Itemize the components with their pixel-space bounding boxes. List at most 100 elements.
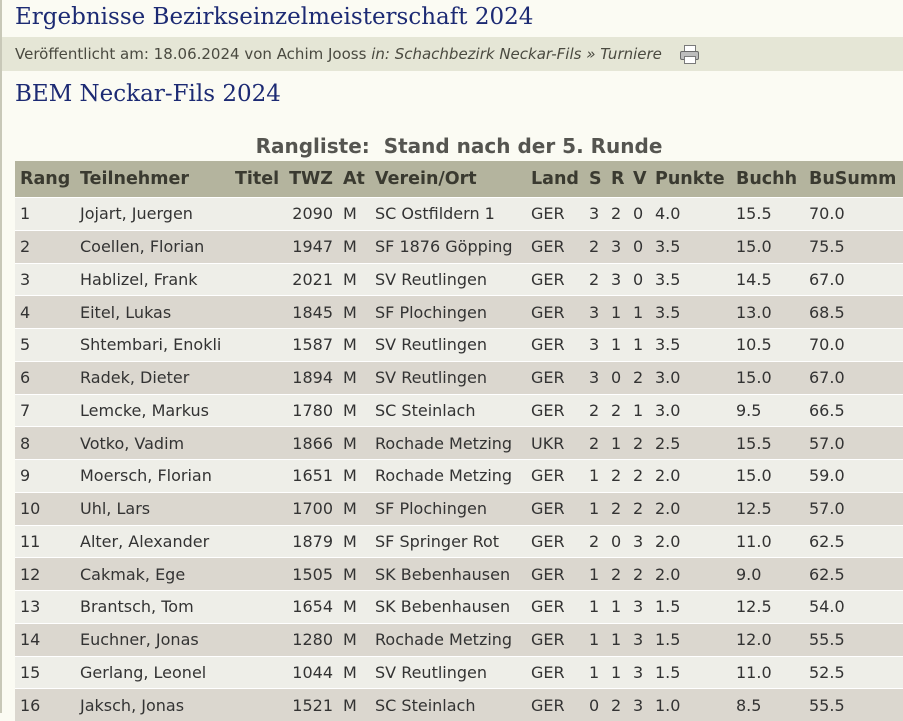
cell-wins: 3 bbox=[584, 329, 606, 362]
cell-title bbox=[230, 427, 283, 460]
cell-losses: 3 bbox=[628, 656, 650, 689]
cell-twz: 1651 bbox=[283, 460, 338, 493]
cell-buchholz: 11.0 bbox=[731, 525, 804, 558]
cell-title bbox=[230, 296, 283, 329]
cell-club: SF Springer Rot bbox=[370, 525, 526, 558]
cell-buchholz: 15.0 bbox=[731, 230, 804, 263]
published-label: Veröffentlicht am: bbox=[15, 45, 149, 63]
cell-club: SF 1876 Göpping bbox=[370, 230, 526, 263]
cell-participant: Alter, Alexander bbox=[75, 525, 230, 558]
cell-age: M bbox=[338, 427, 370, 460]
cell-club: SC Ostfildern 1 bbox=[370, 198, 526, 231]
cell-points: 2.0 bbox=[650, 558, 731, 591]
cell-wins: 1 bbox=[584, 558, 606, 591]
cell-title bbox=[230, 460, 283, 493]
cell-participant: Votko, Vadim bbox=[75, 427, 230, 460]
cell-draws: 3 bbox=[606, 230, 628, 263]
column-header-rank: Rang bbox=[15, 161, 75, 198]
printer-icon[interactable] bbox=[679, 45, 699, 63]
cell-age: M bbox=[338, 460, 370, 493]
cell-country: GER bbox=[526, 394, 584, 427]
cell-buchholz-sum: 54.0 bbox=[804, 591, 903, 624]
column-header-draws: R bbox=[606, 161, 628, 198]
column-header-country: Land bbox=[526, 161, 584, 198]
cell-participant: Radek, Dieter bbox=[75, 361, 230, 394]
cell-buchholz-sum: 55.5 bbox=[804, 689, 903, 721]
cell-rank: 10 bbox=[15, 492, 75, 525]
cell-country: GER bbox=[526, 656, 584, 689]
table-caption: Rangliste: Stand nach der 5. Runde bbox=[15, 132, 903, 160]
cell-country: GER bbox=[526, 492, 584, 525]
cell-club: SV Reutlingen bbox=[370, 361, 526, 394]
cell-twz: 1700 bbox=[283, 492, 338, 525]
cell-age: M bbox=[338, 329, 370, 362]
cell-participant: Brantsch, Tom bbox=[75, 591, 230, 624]
cell-draws: 1 bbox=[606, 329, 628, 362]
cell-club: SF Plochingen bbox=[370, 492, 526, 525]
cell-buchholz: 15.0 bbox=[731, 361, 804, 394]
cell-club: SC Steinlach bbox=[370, 689, 526, 721]
cell-participant: Hablizel, Frank bbox=[75, 263, 230, 296]
cell-title bbox=[230, 591, 283, 624]
cell-wins: 1 bbox=[584, 460, 606, 493]
cell-rank: 14 bbox=[15, 623, 75, 656]
cell-twz: 1894 bbox=[283, 361, 338, 394]
cell-wins: 2 bbox=[584, 525, 606, 558]
cell-country: GER bbox=[526, 230, 584, 263]
cell-twz: 1521 bbox=[283, 689, 338, 721]
cell-rank: 1 bbox=[15, 198, 75, 231]
column-header-buchholz-sum: BuSumm bbox=[804, 161, 903, 198]
column-header-buchholz: Buchh bbox=[731, 161, 804, 198]
cell-buchholz-sum: 67.0 bbox=[804, 263, 903, 296]
cell-country: GER bbox=[526, 591, 584, 624]
cell-age: M bbox=[338, 492, 370, 525]
cell-rank: 4 bbox=[15, 296, 75, 329]
cell-club: SC Steinlach bbox=[370, 394, 526, 427]
cell-wins: 2 bbox=[584, 263, 606, 296]
cell-buchholz-sum: 68.5 bbox=[804, 296, 903, 329]
page-left-border bbox=[0, 0, 2, 713]
cell-points: 3.5 bbox=[650, 296, 731, 329]
cell-losses: 2 bbox=[628, 492, 650, 525]
cell-rank: 9 bbox=[15, 460, 75, 493]
cell-buchholz: 10.5 bbox=[731, 329, 804, 362]
cell-rank: 5 bbox=[15, 329, 75, 362]
cell-wins: 1 bbox=[584, 656, 606, 689]
cell-buchholz: 12.0 bbox=[731, 623, 804, 656]
cell-wins: 3 bbox=[584, 198, 606, 231]
cell-wins: 0 bbox=[584, 689, 606, 721]
cell-participant: Euchner, Jonas bbox=[75, 623, 230, 656]
cell-title bbox=[230, 623, 283, 656]
cell-club: Rochade Metzing bbox=[370, 427, 526, 460]
cell-draws: 1 bbox=[606, 623, 628, 656]
breadcrumb-separator: » bbox=[586, 45, 595, 63]
cell-buchholz: 15.5 bbox=[731, 427, 804, 460]
cell-twz: 1280 bbox=[283, 623, 338, 656]
cell-losses: 1 bbox=[628, 296, 650, 329]
cell-buchholz-sum: 70.0 bbox=[804, 329, 903, 362]
category-link[interactable]: Schachbezirk Neckar-Fils bbox=[395, 45, 582, 63]
cell-rank: 13 bbox=[15, 591, 75, 624]
subcategory-link[interactable]: Turniere bbox=[600, 45, 662, 63]
cell-draws: 1 bbox=[606, 656, 628, 689]
cell-country: GER bbox=[526, 329, 584, 362]
cell-participant: Eitel, Lukas bbox=[75, 296, 230, 329]
cell-title bbox=[230, 198, 283, 231]
cell-points: 1.5 bbox=[650, 591, 731, 624]
cell-draws: 2 bbox=[606, 689, 628, 721]
column-header-wins: S bbox=[584, 161, 606, 198]
cell-points: 4.0 bbox=[650, 198, 731, 231]
cell-buchholz: 9.0 bbox=[731, 558, 804, 591]
cell-draws: 0 bbox=[606, 525, 628, 558]
cell-rank: 11 bbox=[15, 525, 75, 558]
article-meta-bar: Veröffentlicht am: 18.06.2024 von Achim … bbox=[2, 37, 903, 71]
